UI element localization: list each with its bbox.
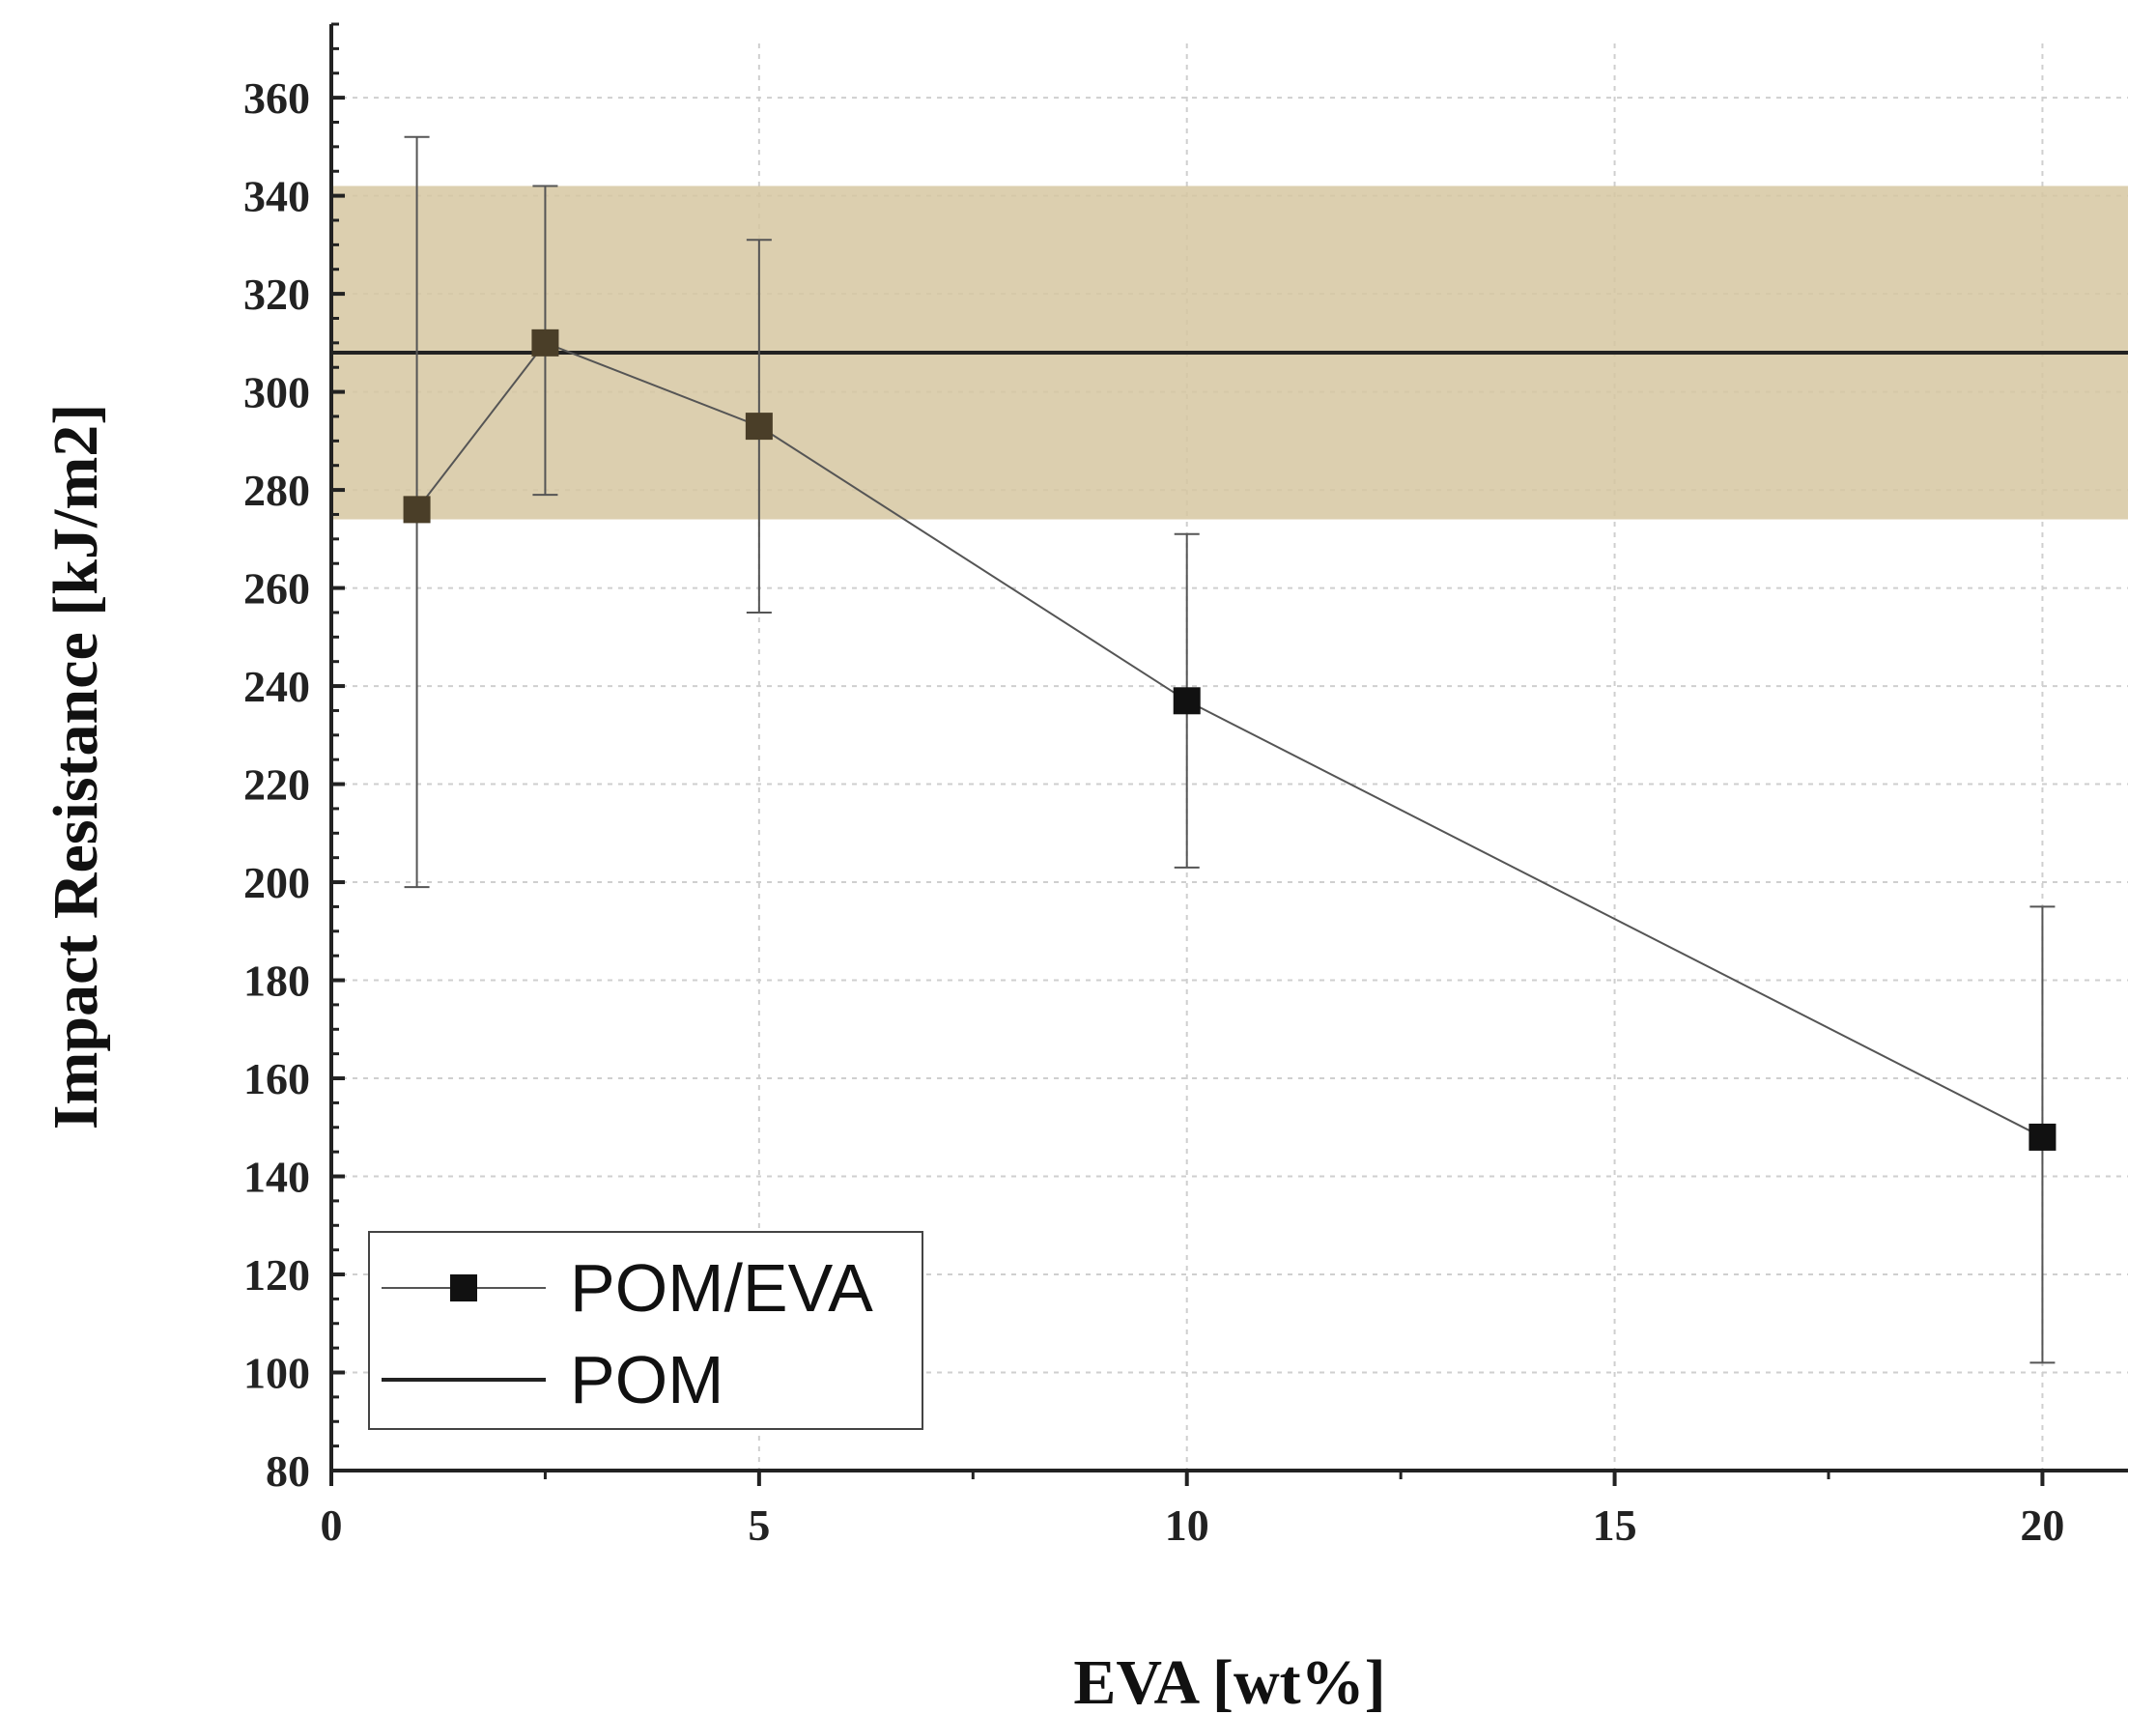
data-point bbox=[531, 329, 559, 357]
y-tick-label: 220 bbox=[243, 760, 310, 810]
x-tick-label: 15 bbox=[1593, 1501, 1637, 1550]
y-tick-label: 340 bbox=[243, 172, 310, 221]
tick-labels: 8010012014016018020022024026028030032034… bbox=[243, 73, 2064, 1550]
y-tick-label: 160 bbox=[243, 1054, 310, 1103]
y-tick-label: 240 bbox=[243, 662, 310, 711]
x-tick-label: 10 bbox=[1165, 1501, 1209, 1550]
y-tick-label: 320 bbox=[243, 270, 310, 319]
data-point bbox=[403, 496, 431, 524]
legend-pom-eva-marker bbox=[450, 1274, 477, 1301]
y-tick-label: 80 bbox=[266, 1446, 310, 1496]
x-tick-label: 20 bbox=[2020, 1501, 2064, 1550]
legend-pom-label: POM bbox=[570, 1342, 723, 1417]
legend-pom-eva-label: POM/EVA bbox=[570, 1250, 873, 1326]
data-point bbox=[2028, 1123, 2057, 1151]
x-axis-title: EVA [wt%] bbox=[1073, 1647, 1385, 1715]
legend-box bbox=[368, 1231, 923, 1430]
y-tick-label: 100 bbox=[243, 1349, 310, 1398]
pom-eva-series bbox=[403, 135, 2057, 1364]
y-tick-label: 120 bbox=[243, 1250, 310, 1300]
y-tick-label: 260 bbox=[243, 564, 310, 614]
x-tick-label: 5 bbox=[748, 1501, 770, 1550]
axes bbox=[329, 22, 2128, 1486]
x-tick-label: 0 bbox=[321, 1501, 343, 1550]
y-tick-label: 360 bbox=[243, 73, 310, 123]
y-axis-title: Impact Resistance [kJ/m2] bbox=[41, 404, 111, 1130]
y-tick-label: 300 bbox=[243, 368, 310, 417]
y-tick-label: 180 bbox=[243, 957, 310, 1006]
y-tick-label: 200 bbox=[243, 858, 310, 907]
data-point bbox=[745, 413, 773, 441]
y-tick-label: 140 bbox=[243, 1153, 310, 1202]
legend: POM/EVA POM bbox=[368, 1231, 923, 1430]
data-point bbox=[1173, 687, 1201, 715]
y-tick-label: 280 bbox=[243, 466, 310, 515]
